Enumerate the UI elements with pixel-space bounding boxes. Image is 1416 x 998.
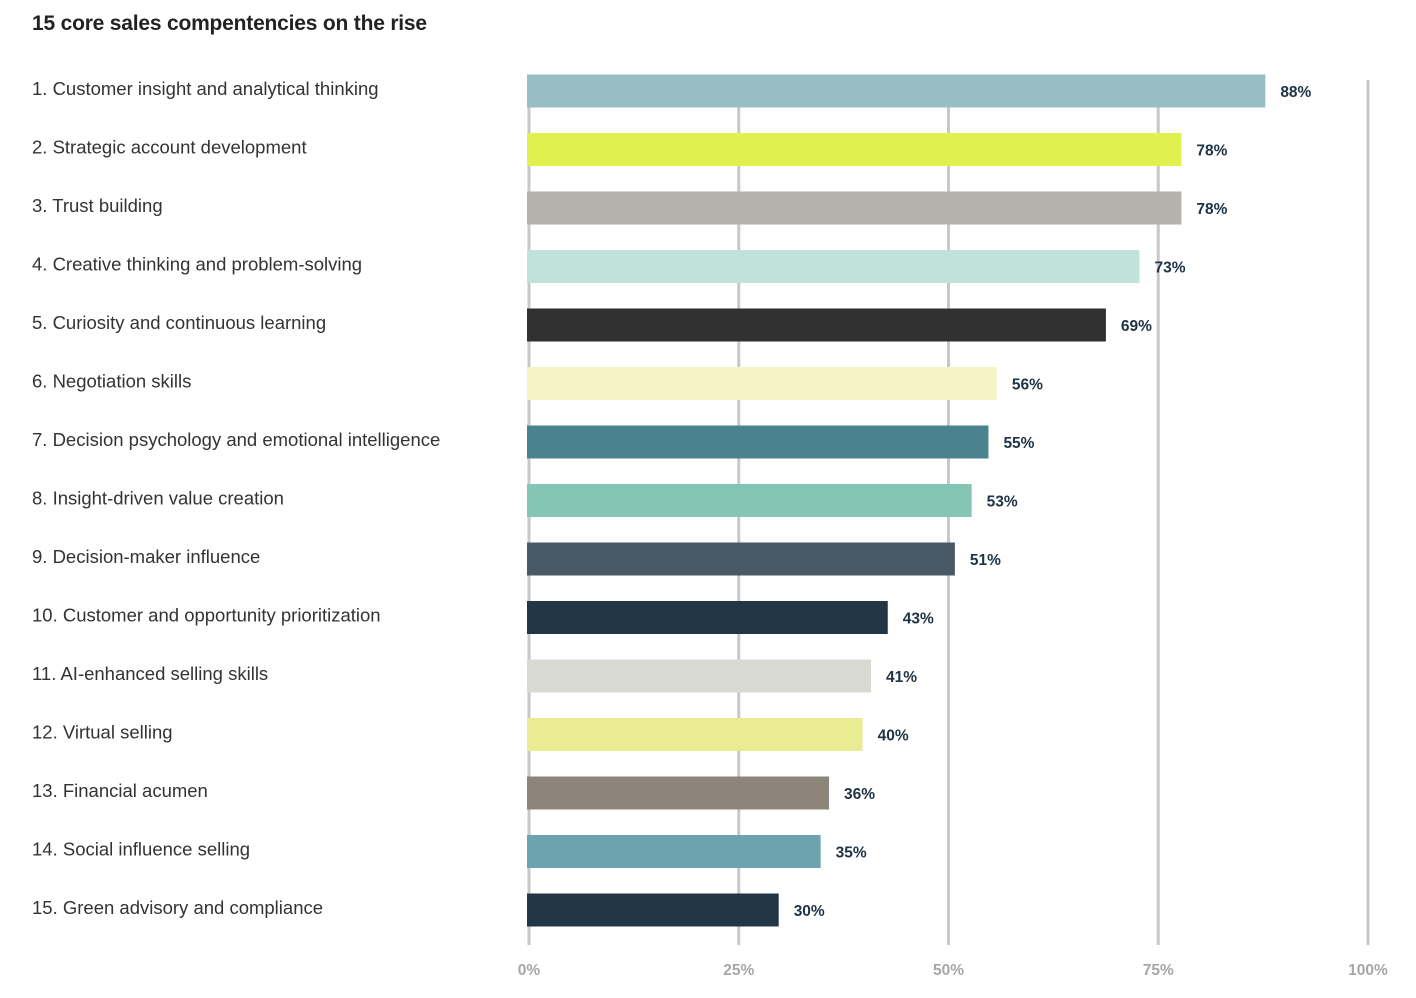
category-label: 8. Insight-driven value creation [32, 488, 284, 509]
bar [527, 542, 955, 576]
value-label: 78% [1196, 143, 1227, 160]
bar [527, 659, 871, 693]
x-tick-label: 25% [723, 962, 754, 979]
value-label: 30% [794, 903, 825, 920]
value-label: 78% [1196, 201, 1227, 218]
value-label: 55% [1003, 435, 1034, 452]
category-label: 5. Curiosity and continuous learning [32, 312, 326, 333]
bar [527, 718, 863, 751]
category-label: 13. Financial acumen [32, 780, 208, 801]
value-label: 53% [987, 494, 1018, 511]
chart-title: 15 core sales compentencies on the rise [32, 12, 427, 35]
category-label: 1. Customer insight and analytical think… [32, 78, 379, 99]
category-label: 15. Green advisory and compliance [32, 897, 323, 918]
bar [527, 308, 1106, 342]
bar [527, 74, 1266, 108]
bar [527, 776, 830, 810]
value-label: 35% [836, 845, 867, 862]
category-label: 6. Negotiation skills [32, 371, 191, 392]
bar [527, 601, 888, 634]
value-label: 69% [1121, 318, 1152, 335]
x-tick-label: 75% [1143, 962, 1174, 979]
category-label: 9. Decision-maker influence [32, 546, 260, 567]
category-label: 11. AI-enhanced selling skills [32, 663, 268, 684]
value-label: 40% [878, 728, 909, 745]
value-label: 51% [970, 552, 1001, 569]
bar [527, 133, 1182, 166]
category-label: 12. Virtual selling [32, 722, 173, 743]
value-label: 41% [886, 669, 917, 686]
bar [527, 893, 779, 927]
x-tick-label: 100% [1348, 962, 1388, 979]
category-label: 3. Trust building [32, 195, 163, 216]
value-label: 43% [903, 611, 934, 628]
x-tick-label: 50% [933, 962, 964, 979]
category-label: 10. Customer and opportunity prioritizat… [32, 605, 381, 626]
bar [527, 425, 989, 459]
category-label: 7. Decision psychology and emotional int… [32, 429, 440, 450]
category-label: 14. Social influence selling [32, 839, 250, 860]
bar [527, 367, 997, 400]
category-label: 4. Creative thinking and problem-solving [32, 254, 362, 275]
category-label: 2. Strategic account development [32, 137, 307, 158]
bar [527, 250, 1140, 283]
bar [527, 191, 1182, 225]
value-label: 36% [844, 786, 875, 803]
value-label: 73% [1154, 260, 1185, 277]
value-label: 88% [1280, 84, 1311, 101]
x-tick-label: 0% [518, 962, 541, 979]
bar [527, 484, 972, 517]
bar [527, 835, 821, 868]
value-label: 56% [1012, 377, 1043, 394]
